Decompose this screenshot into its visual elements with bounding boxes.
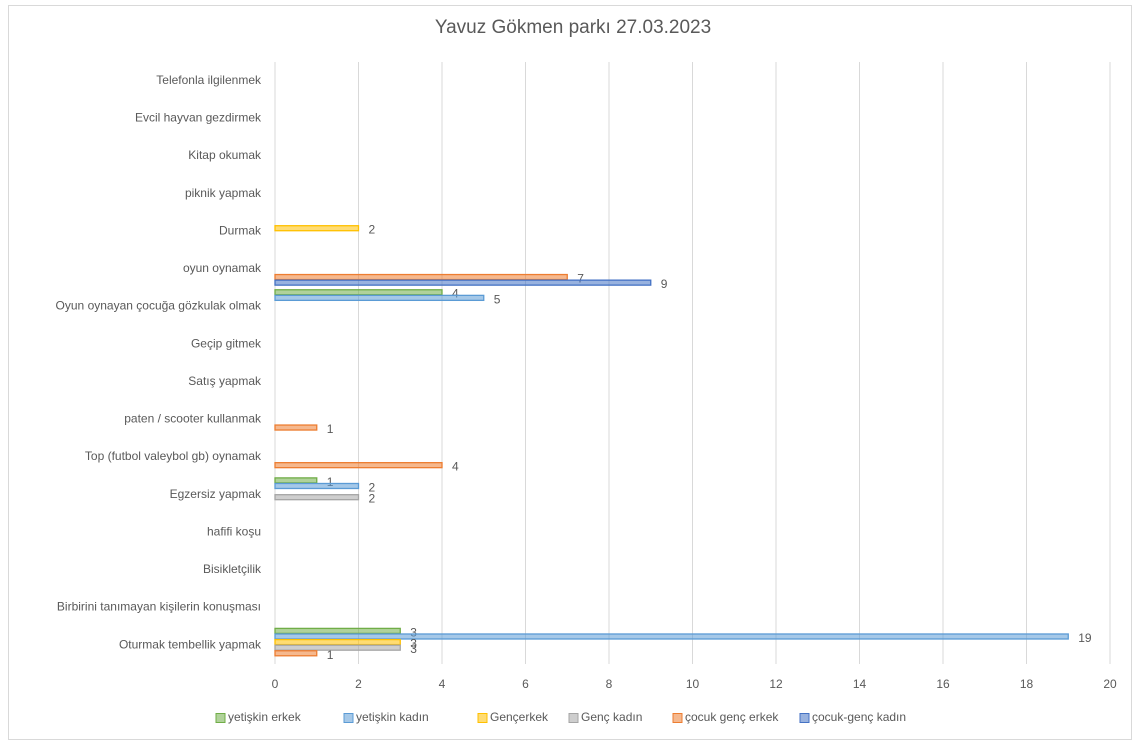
y-tick-label: Oturmak tembellik yapmak: [119, 637, 262, 651]
legend-label: çocuk genç erkek: [685, 710, 779, 724]
x-tick-label: 10: [686, 677, 700, 691]
x-tick-label: 4: [439, 677, 446, 691]
data-label: 3: [410, 637, 417, 651]
data-label: 1: [327, 648, 334, 662]
y-tick-label: piknik yapmak: [185, 186, 262, 200]
data-label: 4: [452, 287, 459, 301]
bar: [274, 273, 568, 281]
y-tick-label: Egzersiz yapmak: [170, 487, 262, 501]
data-label: 9: [661, 277, 668, 291]
data-label: 1: [327, 422, 334, 436]
x-tick-label: 2: [355, 677, 362, 691]
legend-swatch: [477, 713, 488, 723]
x-tick-label: 16: [936, 677, 950, 691]
data-label: 3: [410, 642, 417, 656]
legend-swatch: [343, 713, 354, 723]
bar: [274, 644, 401, 651]
data-label: 3: [410, 625, 417, 639]
legend-swatch: [568, 713, 579, 723]
x-tick-label: 20: [1103, 677, 1117, 691]
x-tick-label: 8: [606, 677, 613, 691]
bar: [274, 279, 652, 286]
bar: [274, 225, 360, 232]
legend-label: Gençerkek: [490, 710, 549, 724]
bar: [274, 424, 318, 431]
data-label: 4: [452, 460, 459, 474]
chart-title: Yavuz Gökmen parkı 27.03.2023: [435, 17, 711, 38]
y-tick-label: paten / scooter kullanmak: [124, 412, 262, 426]
bar: [274, 289, 443, 296]
data-label: 2: [369, 480, 376, 494]
x-tick-label: 12: [769, 677, 783, 691]
y-tick-label: Evcil hayvan gezdirmek: [135, 111, 262, 125]
x-tick-label: 14: [853, 677, 867, 691]
data-label: 2: [369, 492, 376, 506]
x-tick-label: 6: [522, 677, 529, 691]
data-label: 7: [577, 272, 584, 286]
data-label: 1: [327, 475, 334, 489]
y-tick-label: Oyun oynayan çocuğa gözkulak olmak: [56, 299, 262, 313]
data-label: 5: [494, 292, 501, 306]
y-tick-label: oyun oynamak: [183, 261, 262, 275]
x-tick-label: 0: [272, 677, 279, 691]
y-tick-label: Kitap okumak: [188, 148, 262, 162]
bar: [274, 482, 360, 490]
legend-label: çocuk-genç kadın: [812, 710, 906, 724]
y-tick-label: Satış yapmak: [188, 374, 262, 388]
bar: [274, 462, 443, 469]
y-tick-label: Bisikletçilik: [203, 562, 262, 576]
legend-label: yetişkin erkek: [228, 710, 302, 724]
data-label: 2: [369, 223, 376, 237]
y-tick-label: Durmak: [219, 223, 262, 237]
legend-swatch: [215, 713, 226, 723]
legend-label: yetişkin kadın: [356, 710, 429, 724]
legend-swatch: [799, 713, 810, 723]
y-tick-label: Telefonla ilgilenmek: [156, 73, 262, 87]
y-tick-label: hafifi koşu: [207, 524, 261, 538]
bar: [274, 638, 401, 646]
data-label: 19: [1078, 631, 1092, 645]
chart-frame: [8, 5, 1132, 740]
y-tick-label: Top (futbol valeybol gb) oynamak: [85, 449, 262, 463]
y-tick-label: Geçip gitmek: [191, 336, 262, 350]
bar: [274, 477, 318, 484]
legend-swatch: [672, 713, 683, 723]
y-tick-label: Birbirini tanımayan kişilerin konuşması: [57, 600, 261, 614]
bar: [274, 633, 1069, 640]
bar: [274, 627, 401, 635]
legend-label: Genç kadın: [581, 710, 642, 724]
x-tick-label: 18: [1020, 677, 1034, 691]
bar: [274, 494, 360, 501]
bar: [274, 650, 318, 657]
bar: [274, 294, 485, 302]
